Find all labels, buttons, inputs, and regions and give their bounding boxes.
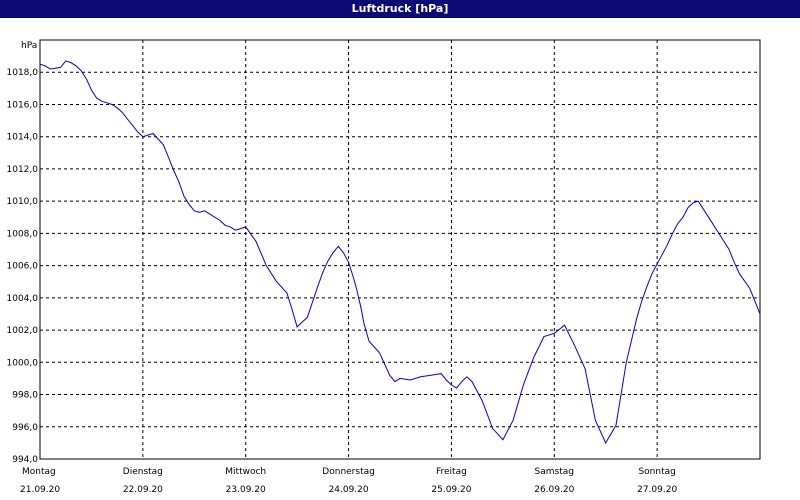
x-tick-day: Freitag <box>436 467 467 477</box>
x-tick-date: 27.09.20 <box>637 485 677 495</box>
x-tick-day: Sonntag <box>638 467 675 477</box>
y-tick-label: 996,0 <box>12 423 38 433</box>
x-tick-date: 23.09.20 <box>226 485 266 495</box>
y-tick-label: 1018,0 <box>7 68 39 78</box>
x-tick-date: 25.09.20 <box>431 485 471 495</box>
y-tick-label: 1016,0 <box>7 100 39 110</box>
y-tick-label: 1010,0 <box>7 197 39 207</box>
y-tick-label: 1008,0 <box>7 229 39 239</box>
grid <box>40 40 760 460</box>
x-axis: Montag 21.09.20 Dienstag 22.09.20 Mittwoch 23… <box>20 467 677 495</box>
y-axis-label: hPa <box>21 41 37 51</box>
x-tick-date: 22.09.20 <box>123 485 163 495</box>
x-tick-day: Mittwoch <box>225 467 266 477</box>
y-tick-label: 998,0 <box>12 391 38 401</box>
pressure-series-line <box>39 60 761 444</box>
y-tick-label: 1012,0 <box>7 165 39 175</box>
y-tick-label: 1014,0 <box>7 133 39 143</box>
x-tick-day: Dienstag <box>123 467 163 477</box>
chart-title: Luftdruck [hPa] <box>351 2 449 15</box>
x-tick-date: 21.09.20 <box>20 485 60 495</box>
y-tick-label: 1004,0 <box>7 294 39 304</box>
pressure-chart: 994,0 996,0 998,0 1000,0 1002,0 1004,0 1006,0 1… <box>7 39 761 495</box>
x-tick-day: Samstag <box>535 467 574 477</box>
y-tick-label: 1006,0 <box>7 262 39 272</box>
chart-title-bar: Luftdruck [hPa] <box>0 0 800 18</box>
x-tick-day: Montag <box>22 467 56 477</box>
x-tick-date: 24.09.20 <box>329 485 369 495</box>
x-tick-day: Donnerstag <box>322 467 375 477</box>
y-axis: 994,0 996,0 998,0 1000,0 1002,0 1004,0 1006,0 1… <box>7 68 39 465</box>
plot-frame <box>39 39 761 460</box>
y-tick-label: 1000,0 <box>7 358 39 368</box>
y-tick-label: 1002,0 <box>7 326 39 336</box>
x-tick-date: 26.09.20 <box>534 485 574 495</box>
y-tick-label: 994,0 <box>12 455 38 465</box>
